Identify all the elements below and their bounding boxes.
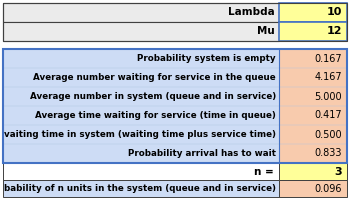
Text: 12: 12 [327,27,342,36]
Text: Average number in system (queue and in service): Average number in system (queue and in s… [30,92,276,101]
Bar [3,106,279,125]
Bar [3,49,279,68]
Text: Average time waiting for service (time in queue): Average time waiting for service (time i… [35,111,276,120]
Text: 3: 3 [334,167,342,177]
Bar [3,163,279,180]
Text: 0.096: 0.096 [315,184,342,194]
Text: bability of n units in the system (queue and in service): bability of n units in the system (queue… [4,184,276,193]
Bar [3,22,279,41]
Text: Average number waiting for service in the queue: Average number waiting for service in th… [33,73,276,82]
Bar [279,180,347,197]
Bar [279,68,347,87]
Bar [279,144,347,163]
Bar [3,144,279,163]
Text: vaiting time in system (waiting time plus service time): vaiting time in system (waiting time plu… [4,130,276,139]
Bar [3,3,347,41]
Bar [279,125,347,144]
Bar [279,3,347,22]
Bar [3,68,279,87]
Text: 0.417: 0.417 [314,111,342,121]
Text: Lambda: Lambda [228,7,275,17]
Text: 0.833: 0.833 [315,148,342,158]
Bar [279,163,347,180]
Text: 10: 10 [327,7,342,17]
Text: 4.167: 4.167 [314,73,342,82]
Text: Probability arrival has to wait: Probability arrival has to wait [128,149,276,158]
Bar [3,180,279,197]
Bar [279,49,347,163]
Bar [279,22,347,41]
Text: 0.167: 0.167 [314,53,342,63]
Text: 0.500: 0.500 [314,129,342,140]
Text: 5.000: 5.000 [314,92,342,102]
Bar [3,49,279,163]
Text: Mu: Mu [257,27,275,36]
Bar [279,106,347,125]
Text: Probability system is empty: Probability system is empty [137,54,276,63]
Bar [3,49,347,163]
Bar [3,125,279,144]
Bar [3,87,279,106]
Bar [279,49,347,68]
Bar [279,87,347,106]
Text: n =: n = [254,167,274,177]
Bar [3,3,279,22]
